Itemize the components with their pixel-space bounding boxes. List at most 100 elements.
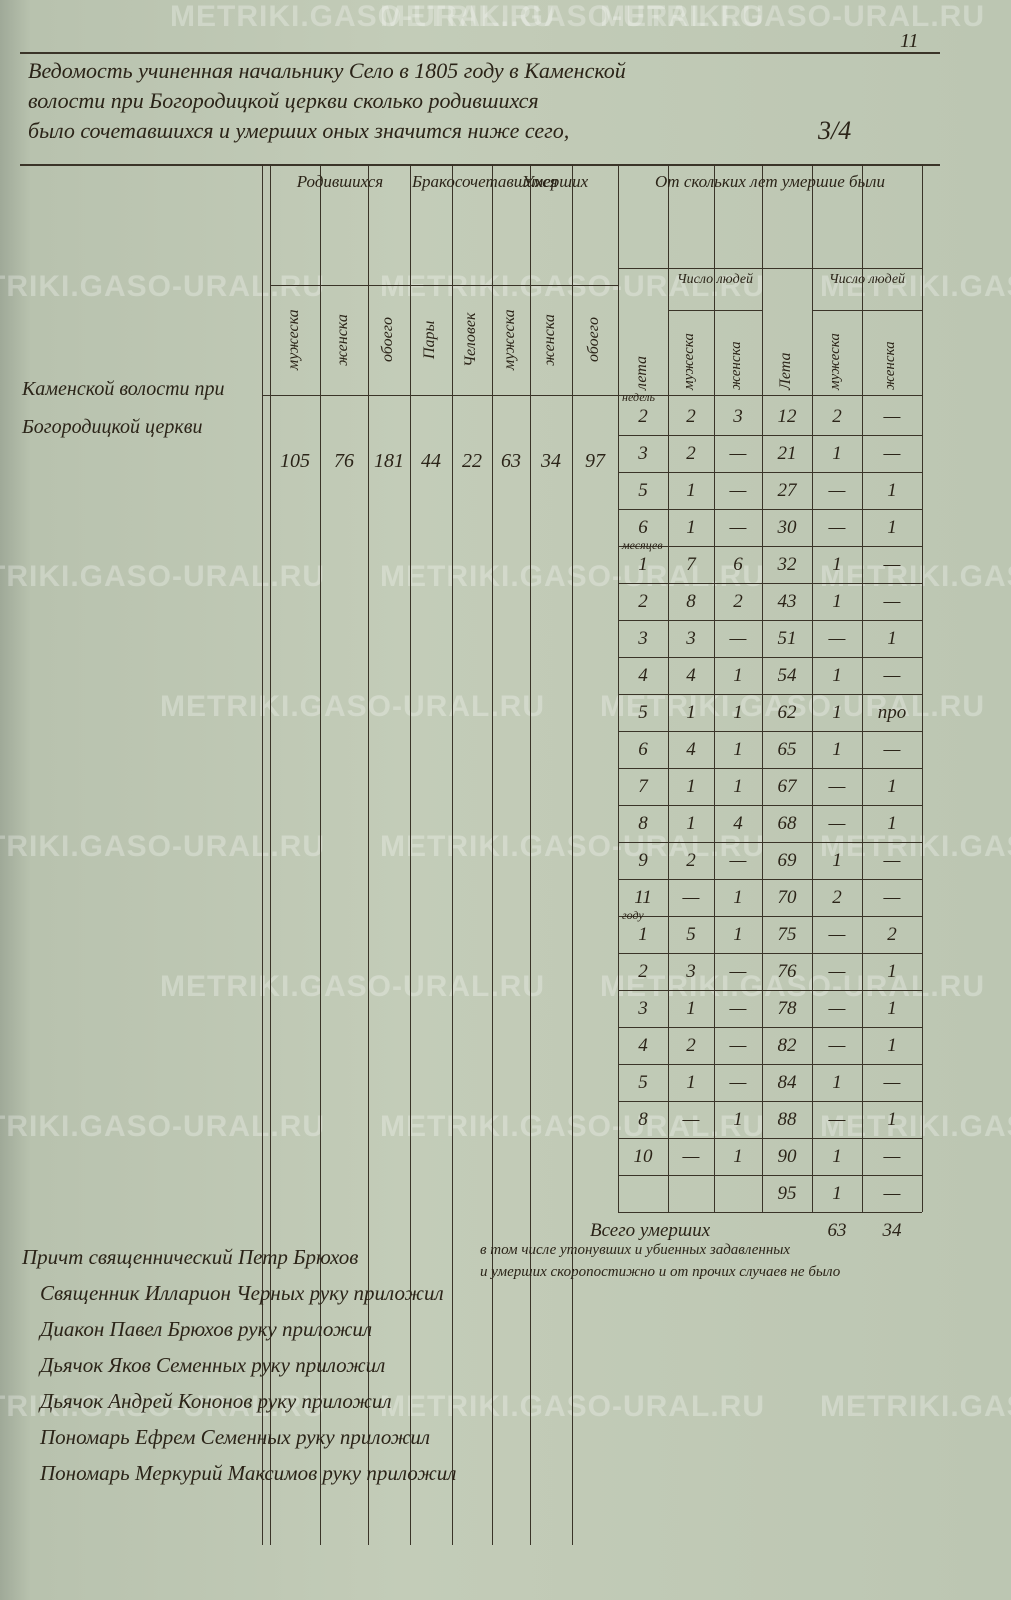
cell: 1: [832, 850, 842, 871]
column-header: женска: [728, 341, 744, 390]
cell: 34: [541, 450, 561, 472]
rule: [762, 165, 764, 1212]
cell: 5: [686, 924, 696, 945]
cell: 10: [633, 1146, 653, 1167]
rule: [618, 879, 922, 880]
cell: 1: [638, 554, 648, 575]
cell: 1: [733, 1146, 743, 1167]
rule: [410, 285, 492, 286]
watermark: METRIKI.GASO-URAL.RU: [820, 830, 1011, 863]
rule: [452, 165, 454, 1545]
signature: Диакон Павел Брюхов руку приложил: [40, 1317, 373, 1341]
rule: [618, 953, 922, 954]
rule: [530, 165, 532, 1545]
column-header: обоего: [585, 317, 602, 363]
note: в том числе утонувших и убиенных задавле…: [480, 1242, 791, 1258]
cell: 84: [777, 1072, 797, 1093]
cell: —: [682, 887, 700, 908]
cell: 8: [638, 1109, 648, 1130]
cell: 63: [501, 450, 521, 472]
cell: 51: [777, 628, 797, 649]
rule: [618, 165, 620, 1212]
cell: 1: [733, 739, 743, 760]
watermark: METRIKI.GASO-URAL.RU: [820, 270, 1011, 303]
cell: —: [828, 628, 846, 649]
section-label: месяцев: [622, 538, 663, 552]
cell: 1: [686, 998, 696, 1019]
cell: 1: [686, 813, 696, 834]
cell: —: [682, 1109, 700, 1130]
cell: 1: [887, 961, 897, 982]
cell: 1: [887, 998, 897, 1019]
watermark: METRIKI.GASO-URAL.RU: [380, 1390, 765, 1423]
rule: [862, 165, 864, 1212]
cell: 12: [777, 406, 797, 427]
cell: 2: [686, 406, 696, 427]
column-header: обоего: [379, 317, 396, 363]
cell: 70: [777, 887, 797, 908]
cell: 1: [832, 443, 842, 464]
cell: 6: [638, 517, 648, 538]
column-header: женска: [334, 314, 351, 366]
cell: —: [883, 850, 901, 871]
cell: —: [729, 480, 747, 501]
cell: 7: [638, 776, 648, 797]
rule: [410, 165, 412, 1545]
cell: 11: [634, 887, 652, 908]
rule: [618, 1138, 922, 1139]
cell: 9: [638, 850, 648, 871]
cell: 1: [686, 776, 696, 797]
column-header: мужеска: [501, 309, 518, 371]
column-header: мужеска: [285, 309, 302, 371]
total: 63: [827, 1220, 847, 1241]
cell: 97: [585, 450, 605, 472]
rule: [618, 657, 922, 658]
cell: 3: [638, 998, 648, 1019]
watermark: METRIKI.GASO-URAL.RU: [0, 560, 325, 593]
column-header: Число людей: [676, 272, 754, 287]
cell: 1: [733, 887, 743, 908]
cell: 4: [686, 739, 696, 760]
watermark: METRIKI.GASO-URAL.RU: [380, 270, 765, 303]
column-header: женска: [541, 314, 558, 366]
column-header: Пары: [421, 320, 438, 360]
cell: 2: [638, 961, 648, 982]
cell: 27: [777, 480, 797, 501]
page-number: 11: [900, 30, 919, 52]
cell: 22: [462, 450, 482, 472]
note: и умерших скоропостижно и от прочих случ…: [480, 1264, 841, 1280]
watermark: METRIKI.GASO-URAL.RU: [600, 690, 985, 723]
group-title: Умерших: [521, 172, 589, 191]
watermark: METRIKI.GASO-URAL.RU: [0, 270, 325, 303]
cell: —: [828, 1035, 846, 1056]
cell: 8: [638, 813, 648, 834]
cell: 32: [777, 554, 797, 575]
cell: 6: [733, 554, 743, 575]
watermark: METRIKI.GASO-URAL.RU: [380, 1110, 765, 1143]
cell: —: [729, 961, 747, 982]
cell: —: [828, 998, 846, 1019]
rule: [714, 165, 716, 1212]
cell: 2: [638, 406, 648, 427]
rule: [270, 165, 272, 1545]
cell: —: [883, 443, 901, 464]
cell: 4: [638, 665, 648, 686]
watermark: METRIKI.GASO-URAL.RU: [380, 560, 765, 593]
cell: 6: [638, 739, 648, 760]
rule: [368, 165, 370, 1545]
row-label: Каменской волости при Богородицкой церкв…: [22, 378, 225, 438]
cell: 4: [733, 813, 743, 834]
cell: —: [883, 665, 901, 686]
cell: 5: [638, 702, 648, 723]
rule: [618, 768, 922, 769]
cell: 1: [887, 517, 897, 538]
cell: 62: [777, 702, 797, 723]
cell: 82: [777, 1035, 797, 1056]
cell: 2: [832, 887, 842, 908]
cell: 65: [777, 739, 797, 760]
column-header: Человек: [462, 312, 479, 368]
cell: —: [828, 480, 846, 501]
watermark: METRIKI.GASO-URAL.RU: [0, 1390, 325, 1423]
cell: —: [729, 1035, 747, 1056]
